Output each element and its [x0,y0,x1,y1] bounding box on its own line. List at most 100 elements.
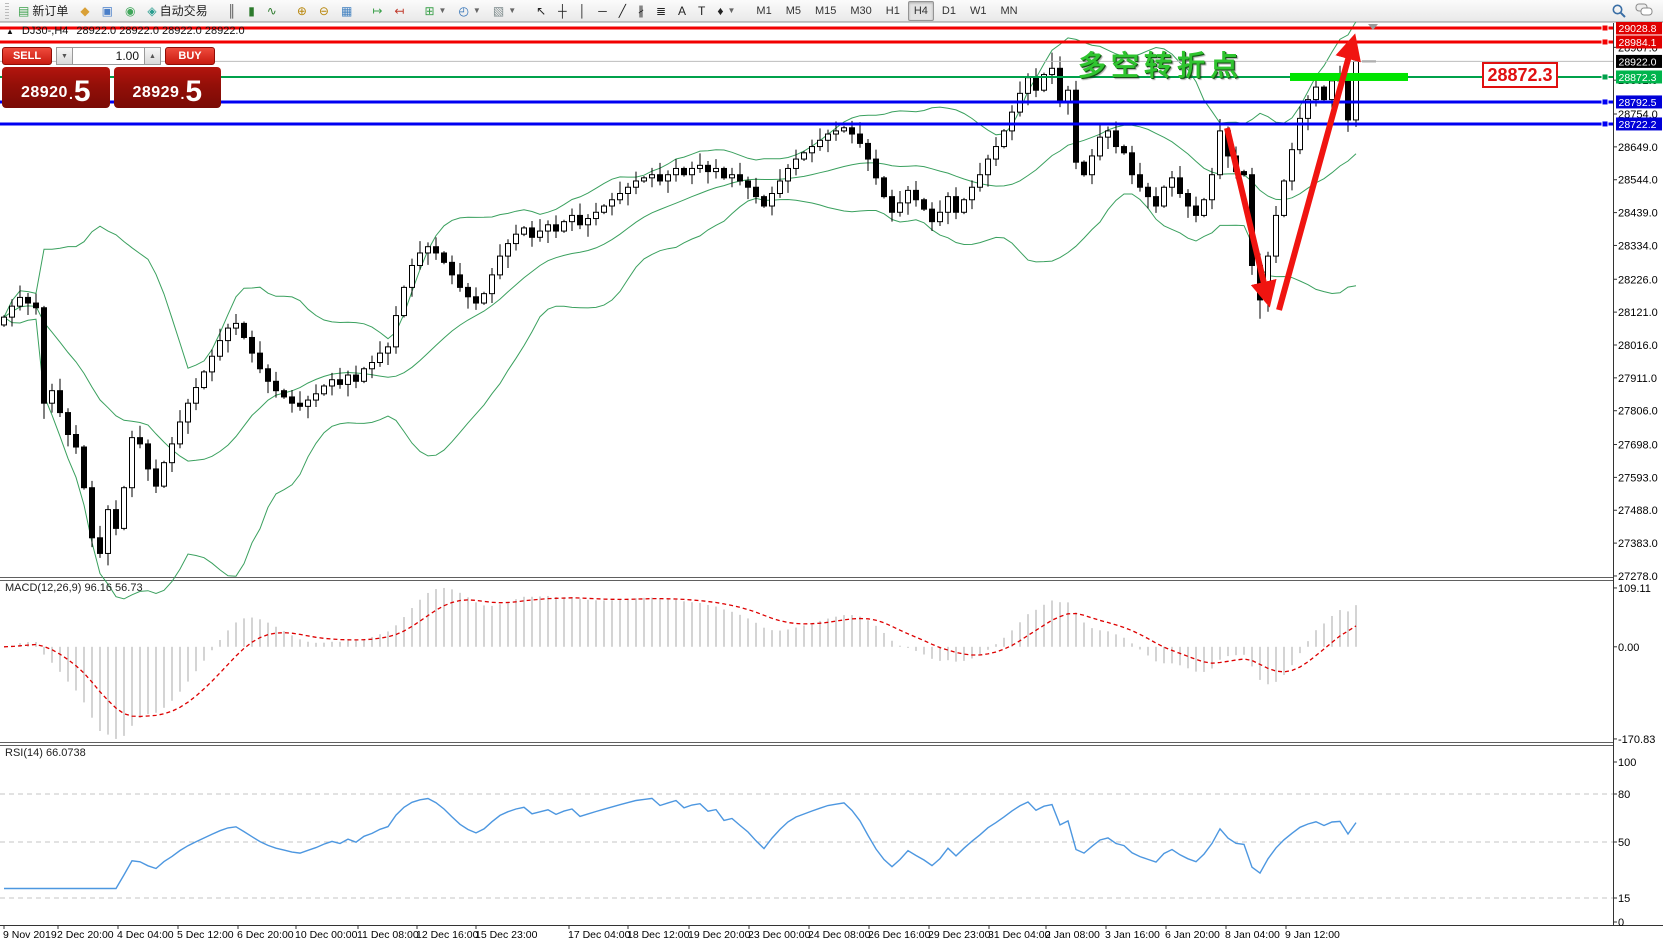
rsi-line [4,797,1357,890]
timeframe-h4-button[interactable]: H4 [907,0,934,21]
new-chart-button-dropdown-icon[interactable]: ▼ [438,6,447,15]
periods-button[interactable]: ◴ ▼ [453,0,485,21]
chart-shift-marker-icon[interactable] [1368,24,1378,30]
horizontal-line-icon-glyph: ─ [598,3,607,18]
cursor-icon-glyph: ↖ [536,3,547,18]
price-tick-label: 27488.0 [1618,505,1658,517]
timeframe-m30-button[interactable]: M30 [850,4,872,17]
new-order-button[interactable]: ▤ 新订单 [13,0,73,21]
bar-chart-icon[interactable]: ║ [223,0,242,21]
horizontal-line-icon[interactable]: ─ [593,0,612,21]
candle-body [1185,192,1191,207]
templates-button[interactable]: ▧ ▼ [488,0,521,21]
candle-body [673,167,679,176]
candle-body [801,152,807,160]
sell-price-box[interactable]: 28920 . 5 [2,67,110,108]
data-window-icon[interactable]: ◉ [120,0,140,21]
navigator-icon[interactable]: ▣ [97,0,118,21]
macd-tick-label: 0.00 [1618,642,1639,654]
price-line-label: 28984.1 [1619,37,1657,49]
candle-body [729,174,735,179]
buy-button[interactable]: BUY [165,47,215,65]
candle-body [185,402,191,423]
autotrading-button[interactable]: ◈ 自动交易 [142,0,212,21]
candle-body [569,214,575,223]
toolbar-grip[interactable] [5,2,9,19]
candle-body [257,352,263,370]
date-label: 19 Dec 20:00 [688,929,751,941]
candle-body [1097,136,1103,157]
candle-body [977,174,983,188]
vertical-line-icon[interactable]: │ [574,0,592,21]
search-icon[interactable] [1611,3,1627,19]
buy-price-box[interactable]: 28929 . 5 [113,67,221,108]
zoom-out-icon[interactable]: ⊖ [314,0,334,21]
chat-icon[interactable] [1635,3,1653,18]
volume-down-button[interactable]: ▼ [56,47,73,65]
timeframe-w1-button[interactable]: W1 [969,4,987,17]
candlestick-chart-icon[interactable]: ▮ [243,0,260,21]
zoom-in-icon[interactable]: ⊕ [292,0,312,21]
candle-body [577,214,583,226]
trendline-icon-glyph: ╱ [618,3,626,18]
line-anchor-marker[interactable] [1601,24,1609,32]
text-icon[interactable]: A [673,0,691,21]
line-anchor-marker[interactable] [1601,73,1609,81]
timeframe-m5-button[interactable]: M5 [785,4,801,17]
arrows-icon[interactable]: ♦ ▼ [712,0,740,21]
templates-button-dropdown-icon[interactable]: ▼ [508,6,517,15]
candle-body [929,208,935,223]
date-label: 15 Dec 23:00 [475,929,538,941]
line-anchor-marker[interactable] [1601,38,1609,46]
timeframe-h1-button[interactable]: H1 [885,4,900,17]
sell-button[interactable]: SELL [2,47,52,65]
tile-windows-icon[interactable]: ▦ [336,0,357,21]
periods-button-dropdown-icon[interactable]: ▼ [472,6,481,15]
trendline-icon[interactable]: ╱ [614,0,631,21]
candle-body [889,196,895,213]
line-anchor-marker[interactable] [1601,98,1609,106]
candle-body [473,296,479,304]
crosshair-icon[interactable]: ┼ [553,0,572,21]
line-anchor-marker[interactable] [1601,120,1609,128]
volume-field[interactable]: 1.00 [73,47,144,65]
new-chart-button[interactable]: ⊞ ▼ [419,0,451,21]
price-tick-label: 28121.0 [1618,307,1658,319]
candle-body [913,189,919,201]
timeframe-m1-button[interactable]: M1 [756,4,772,17]
label-icon[interactable]: T [693,0,710,21]
market-watch-icon[interactable]: ◆ [75,0,94,21]
candle-body [865,142,871,160]
arrows-icon-dropdown-icon[interactable]: ▼ [727,6,736,15]
channel-icon[interactable]: ∦ [633,0,649,21]
date-label: 11 Dec 08:00 [357,929,419,941]
down-arrow[interactable] [1224,127,1277,308]
new-order-button-label: 新订单 [32,4,69,18]
timeframe-d1-button[interactable]: D1 [941,4,956,17]
fibonacci-icon[interactable]: ≣ [651,0,671,21]
line-chart-icon[interactable]: ∿ [262,0,282,21]
rsi-tick-label: 0 [1618,917,1624,929]
cursor-icon[interactable]: ↖ [531,0,551,21]
candle-body [25,296,31,304]
candle-body [289,396,295,404]
date-label: 18 Dec 12:00 [627,929,690,941]
chart-shift-icon[interactable]: ↤ [389,0,409,21]
highlight-band[interactable] [1290,72,1408,81]
price-tick-label: 28439.0 [1618,208,1658,220]
timeframe-mn-button[interactable]: MN [1000,4,1018,17]
price-line-label-box [1616,35,1662,49]
date-label: 4 Dec 04:00 [117,929,174,941]
volume-up-button[interactable]: ▲ [144,47,161,65]
candle-body [1081,161,1087,176]
zoom-in-icon-glyph: ⊕ [296,3,307,18]
auto-scroll-icon[interactable]: ↦ [367,0,387,21]
up-arrow[interactable] [1276,33,1361,311]
price-callout-label[interactable]: 28872.3 [1482,62,1558,88]
candle-body [545,224,551,232]
timeframe-m15-button[interactable]: M15 [814,4,837,17]
candle-body [305,399,311,407]
candle-body [993,146,999,160]
candle-body [369,362,375,370]
